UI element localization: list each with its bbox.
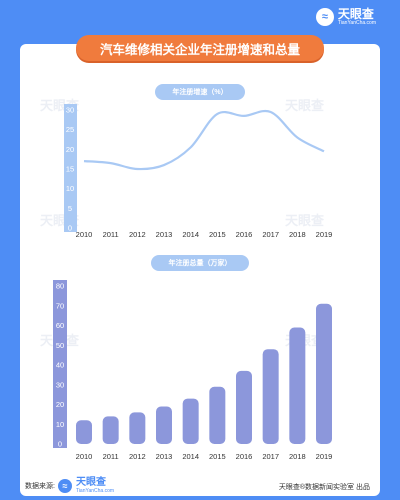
bar-x-tick-label: 2015 [209, 452, 226, 461]
total-bar [182, 398, 199, 444]
total-bar [76, 420, 92, 444]
total-bar [289, 327, 306, 444]
line-y-axis-strip [64, 104, 77, 232]
bar-x-tick-label: 2019 [316, 452, 333, 461]
bar-x-tick-label: 2017 [262, 452, 279, 461]
bar-y-tick-label: 50 [56, 341, 64, 350]
bar-x-tick-label: 2014 [182, 452, 199, 461]
bar-x-tick-label: 2018 [289, 452, 306, 461]
bar-x-tick-label: 2012 [129, 452, 146, 461]
line-y-tick-label: 20 [66, 145, 74, 154]
line-y-tick-label: 15 [66, 165, 74, 174]
line-x-tick-label: 2010 [76, 230, 93, 239]
total-bar [129, 412, 146, 444]
line-x-tick-label: 2017 [262, 230, 279, 239]
line-y-tick-label: 5 [68, 204, 72, 213]
total-bar [156, 406, 172, 444]
brand-logo-icon: ≈ [315, 8, 334, 26]
bar-y-tick-label: 10 [56, 420, 64, 429]
total-bar [102, 416, 119, 444]
brand-logo-top: ≈ 天眼查 TianYanCha.com [315, 7, 376, 26]
bar-x-tick-label: 2013 [156, 452, 173, 461]
data-source: 数据来源: ≈ 天眼查 TianYanCha.com [25, 478, 114, 494]
bar-x-tick-label: 2010 [76, 452, 93, 461]
source-brand-name: 天眼查 [75, 477, 106, 488]
bar-x-tick-label: 2016 [236, 452, 253, 461]
line-x-tick-label: 2019 [316, 230, 333, 239]
growth-rate-line [83, 109, 325, 171]
bar-y-axis-strip [53, 280, 67, 448]
total-bar [316, 303, 332, 444]
bar-y-tick-label: 40 [56, 361, 64, 370]
total-bar [262, 349, 279, 444]
chart-title: 汽车维修相关企业年注册增速和总量 [76, 35, 324, 61]
line-x-tick-label: 2014 [182, 230, 199, 239]
bar-y-tick-label: 30 [56, 380, 64, 389]
bar-y-tick-label: 20 [56, 400, 64, 409]
source-brand-domain: TianYanCha.com [75, 488, 115, 494]
line-x-tick-label: 2011 [103, 230, 119, 239]
brand-domain: TianYanCha.com [337, 20, 376, 26]
line-y-tick-label: 25 [66, 125, 74, 134]
source-label: 数据来源: [25, 483, 55, 490]
line-x-tick-label: 2012 [129, 230, 146, 239]
bar-x-tick-label: 2011 [103, 452, 119, 461]
total-bar [236, 370, 252, 444]
total-bar [209, 386, 226, 444]
line-chart-title: 年注册增速（%） [155, 84, 245, 100]
line-y-tick-label: 30 [66, 106, 74, 115]
line-x-tick-label: 2018 [289, 230, 306, 239]
source-logo: ≈ 天眼查 TianYanCha.com [57, 477, 115, 494]
bar-y-tick-label: 80 [56, 282, 64, 291]
credit-text: 天眼查®数据新闻实验室 出品 [278, 484, 370, 491]
bar-y-tick-label: 60 [56, 321, 64, 330]
brand-name: 天眼查 [337, 7, 374, 21]
bar-y-tick-label: 0 [58, 440, 62, 449]
line-x-tick-label: 2013 [156, 230, 173, 239]
line-x-tick-label: 2015 [209, 230, 226, 239]
line-y-tick-label: 10 [66, 184, 74, 193]
source-logo-icon: ≈ [57, 479, 72, 493]
bar-chart-title: 年注册总量（万家） [151, 255, 249, 271]
line-y-tick-label: 0 [68, 224, 72, 233]
line-x-tick-label: 2016 [236, 230, 253, 239]
bar-y-tick-label: 70 [56, 301, 64, 310]
